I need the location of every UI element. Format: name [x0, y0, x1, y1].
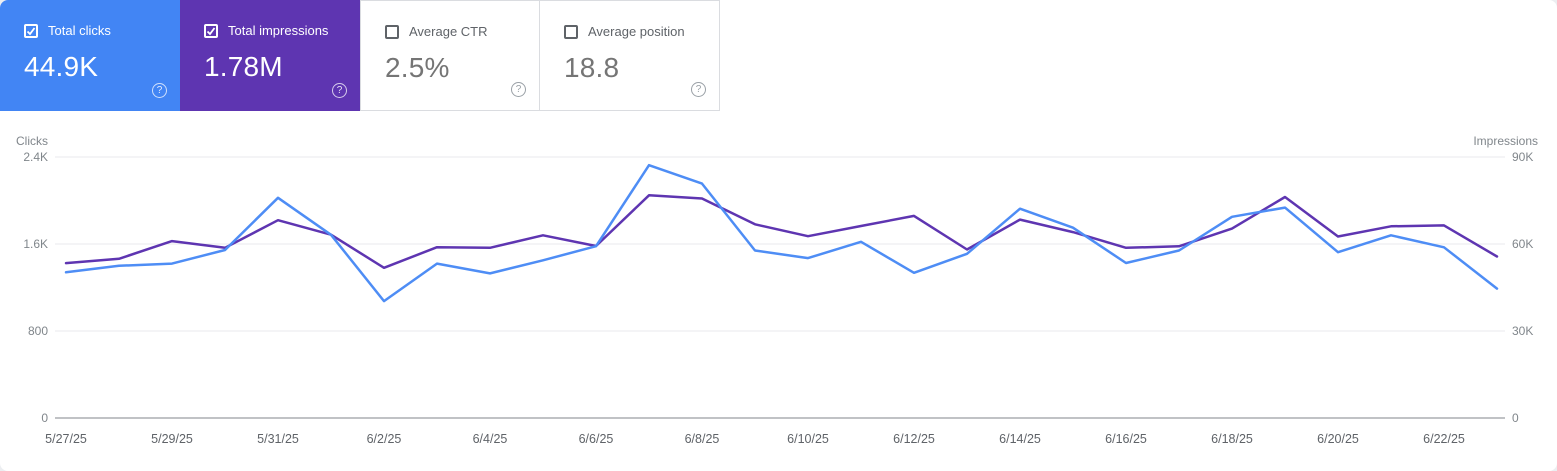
help-icon[interactable]: ?: [332, 83, 347, 98]
x-axis-tick-label: 6/20/25: [1317, 432, 1359, 446]
x-axis-tick-label: 6/18/25: [1211, 432, 1253, 446]
clicks-line: [64, 163, 1499, 303]
card-average-ctr[interactable]: Average CTR 2.5% ?: [360, 0, 540, 111]
metric-label: Average CTR: [409, 24, 488, 39]
metric-label: Average position: [588, 24, 685, 39]
x-axis-tick-label: 6/12/25: [893, 432, 935, 446]
checkbox-total-impressions[interactable]: [204, 24, 218, 38]
metric-cards-row: Total clicks 44.9K ? Total impressions 1…: [0, 0, 720, 111]
card-average-position[interactable]: Average position 18.8 ?: [540, 0, 720, 111]
right-axis-title: Impressions: [1473, 134, 1538, 148]
card-total-impressions[interactable]: Total impressions 1.78M ?: [180, 0, 360, 111]
impressions-line: [64, 194, 1499, 270]
left-axis-tick-label: 800: [28, 324, 48, 338]
help-icon[interactable]: ?: [152, 83, 167, 98]
checkbox-average-position[interactable]: [564, 25, 578, 39]
metric-value: 18.8: [564, 52, 620, 83]
checkmark-icon: [26, 27, 36, 36]
card-total-clicks[interactable]: Total clicks 44.9K ?: [0, 0, 180, 111]
checkmark-icon: [206, 27, 216, 36]
metric-label: Total impressions: [228, 23, 329, 38]
left-axis-tick-label: 1.6K: [23, 237, 48, 251]
x-axis-tick-label: 6/22/25: [1423, 432, 1465, 446]
checkbox-average-ctr[interactable]: [385, 25, 399, 39]
metric-value: 44.9K: [24, 51, 99, 82]
x-axis-tick-label: 6/2/25: [367, 432, 402, 446]
x-axis-tick-label: 5/31/25: [257, 432, 299, 446]
x-axis-tick-label: 5/29/25: [151, 432, 193, 446]
x-axis-tick-label: 6/8/25: [685, 432, 720, 446]
right-axis-tick-label: 30K: [1512, 324, 1533, 338]
x-axis-tick-label: 5/27/25: [45, 432, 87, 446]
left-axis-tick-label: 0: [41, 411, 48, 425]
checkbox-total-clicks[interactable]: [24, 24, 38, 38]
x-axis-tick-label: 6/10/25: [787, 432, 829, 446]
right-axis-tick-label: 60K: [1512, 237, 1533, 251]
metric-value: 1.78M: [204, 51, 283, 82]
help-icon[interactable]: ?: [511, 82, 526, 97]
metric-label: Total clicks: [48, 23, 111, 38]
help-icon[interactable]: ?: [691, 82, 706, 97]
x-axis-tick-label: 6/16/25: [1105, 432, 1147, 446]
right-axis-tick-label: 90K: [1512, 150, 1533, 164]
x-axis-tick-label: 6/14/25: [999, 432, 1041, 446]
metric-value: 2.5%: [385, 52, 450, 83]
x-axis-tick-label: 6/6/25: [579, 432, 614, 446]
left-axis-title: Clicks: [16, 134, 48, 148]
right-axis-tick-label: 0: [1512, 411, 1519, 425]
left-axis-tick-label: 2.4K: [23, 150, 48, 164]
x-axis-tick-label: 6/4/25: [473, 432, 508, 446]
